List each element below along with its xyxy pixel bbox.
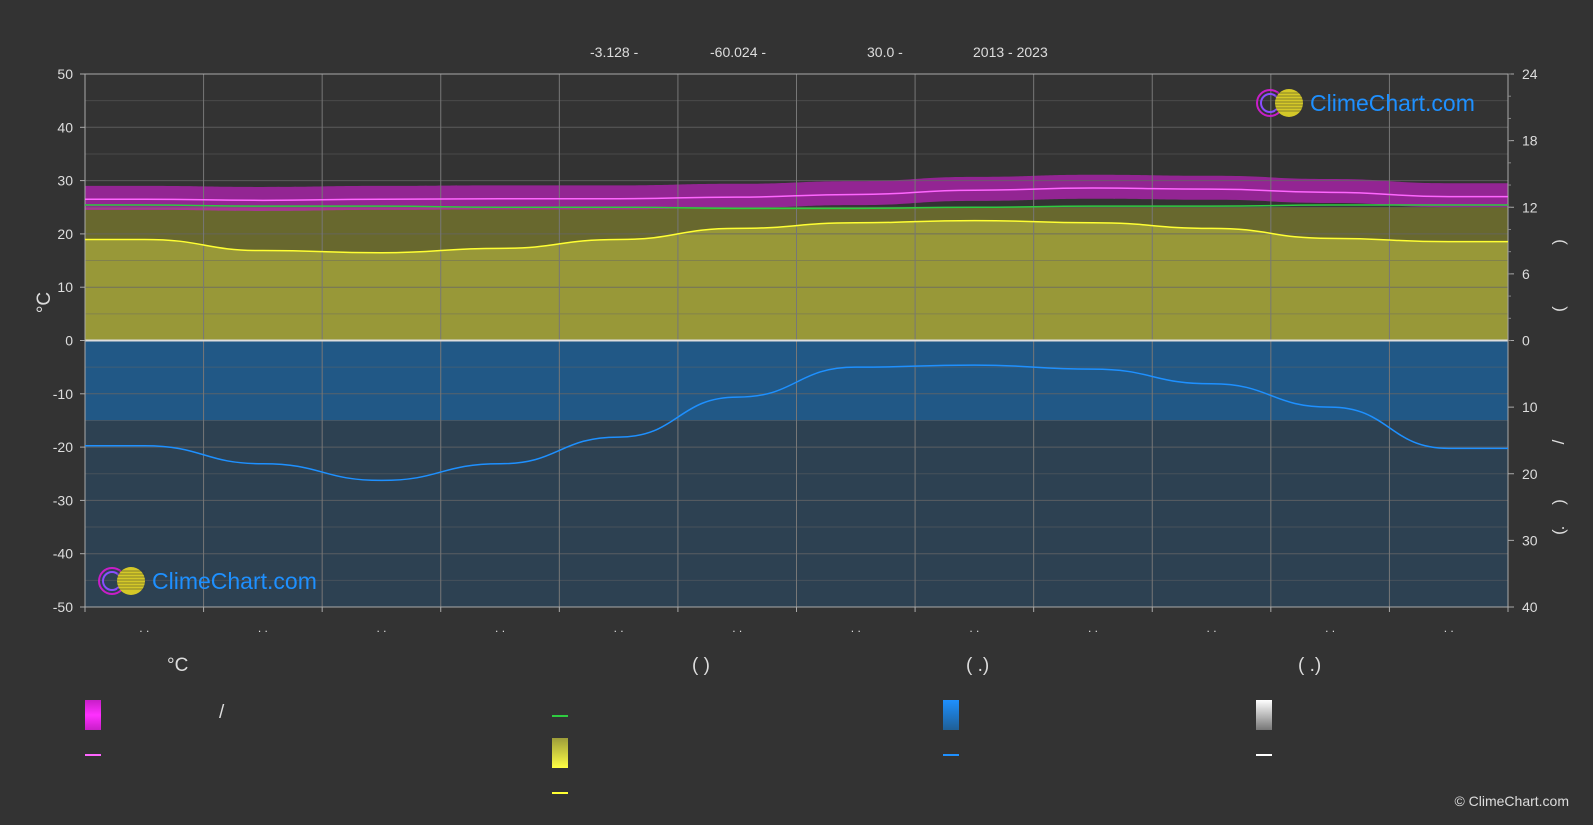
right-bottom-tick-label: 30 bbox=[1522, 532, 1538, 548]
left-tick-label: 10 bbox=[57, 279, 73, 295]
right-top-tick-label: 0 bbox=[1522, 333, 1530, 349]
copyright-text: © ClimeChart.com bbox=[1454, 793, 1569, 809]
right-bottom-axis-fragment: . bbox=[1549, 526, 1568, 531]
left-tick-label: 50 bbox=[57, 66, 73, 82]
month-tick-label: . . bbox=[495, 621, 505, 635]
left-tick-label: -20 bbox=[53, 439, 73, 455]
latitude-text: -3.128 - bbox=[590, 44, 639, 60]
daylight-line bbox=[85, 204, 1508, 210]
left-tick-label: -10 bbox=[53, 386, 73, 402]
right-top-tick-label: 18 bbox=[1522, 133, 1538, 149]
right-top-tick-label: 24 bbox=[1522, 66, 1538, 82]
years-text: 2013 - 2023 bbox=[973, 44, 1048, 60]
right-top-axis-fragment: ( bbox=[1549, 306, 1568, 312]
legend-temp-slash: / bbox=[219, 702, 225, 723]
chart-header: -3.128 - -60.024 - 30.0 - 2013 - 2023 bbox=[0, 44, 1593, 64]
left-tick-label: 40 bbox=[57, 119, 73, 135]
legend-rain-range-swatch bbox=[943, 700, 959, 730]
right-top-tick-label: 12 bbox=[1522, 199, 1538, 215]
month-tick-label: . . bbox=[258, 621, 268, 635]
logo-top-right: ClimeChart.com bbox=[1256, 89, 1475, 117]
legend-snow-range-swatch bbox=[1256, 700, 1272, 730]
left-tick-label: -50 bbox=[53, 599, 73, 615]
left-tick-label: 0 bbox=[65, 333, 73, 349]
legend-temp-mean-swatch bbox=[85, 754, 101, 756]
logo-text: ClimeChart.com bbox=[1310, 90, 1475, 116]
left-axis-label: °C bbox=[34, 292, 55, 313]
legend-snow-mean-swatch bbox=[1256, 754, 1272, 756]
legend-sunshine-range-swatch bbox=[552, 738, 568, 768]
right-bottom-tick-label: 20 bbox=[1522, 466, 1538, 482]
left-tick-label: 30 bbox=[57, 173, 73, 189]
precipitation-line bbox=[85, 364, 1508, 482]
legend-rain-mean-swatch bbox=[943, 754, 959, 756]
legend-snow-header: ( .) bbox=[1298, 655, 1322, 676]
month-tick-label: . . bbox=[732, 621, 742, 635]
left-tick-label: 20 bbox=[57, 226, 73, 242]
legend-rain-header: ( .) bbox=[966, 655, 990, 676]
month-tick-label: . . bbox=[376, 621, 386, 635]
right-bottom-axis-fragment: / bbox=[1549, 439, 1568, 444]
elevation-text: 30.0 - bbox=[867, 44, 903, 60]
legend-daylight-swatch bbox=[552, 715, 568, 717]
legend-temp-range-swatch bbox=[85, 700, 101, 730]
month-tick-label: . . bbox=[1088, 621, 1098, 635]
temperature-mean-line bbox=[84, 187, 1508, 202]
left-tick-label: -30 bbox=[53, 492, 73, 508]
month-tick-label: . . bbox=[969, 621, 979, 635]
logo-text: ClimeChart.com bbox=[152, 568, 317, 594]
right-bottom-tick-label: 40 bbox=[1522, 599, 1538, 615]
right-bottom-axis-fragment: ) bbox=[1549, 499, 1568, 505]
chart-legend: °C ( ) ( .) ( .) / bbox=[0, 655, 1593, 805]
legend-temp-header: °C bbox=[167, 655, 189, 676]
month-tick-label: . . bbox=[614, 621, 624, 635]
month-tick-label: . . bbox=[1207, 621, 1217, 635]
sunshine-line bbox=[84, 219, 1508, 254]
legend-sun-header: ( ) bbox=[692, 655, 710, 676]
legend-sunshine-mean-swatch bbox=[552, 792, 568, 794]
longitude-text: -60.024 - bbox=[710, 44, 767, 60]
month-tick-label: . . bbox=[139, 621, 149, 635]
right-top-tick-label: 6 bbox=[1522, 266, 1530, 282]
logo-bottom-left: ClimeChart.com bbox=[98, 567, 317, 595]
month-tick-label: . . bbox=[1444, 621, 1454, 635]
month-tick-label: . . bbox=[851, 621, 861, 635]
month-tick-label: . . bbox=[1325, 621, 1335, 635]
left-tick-label: -40 bbox=[53, 546, 73, 562]
right-bottom-axis-fragment: ( bbox=[1549, 529, 1568, 535]
right-top-axis-fragment: ) bbox=[1549, 239, 1568, 245]
right-bottom-tick-label: 10 bbox=[1522, 399, 1538, 415]
